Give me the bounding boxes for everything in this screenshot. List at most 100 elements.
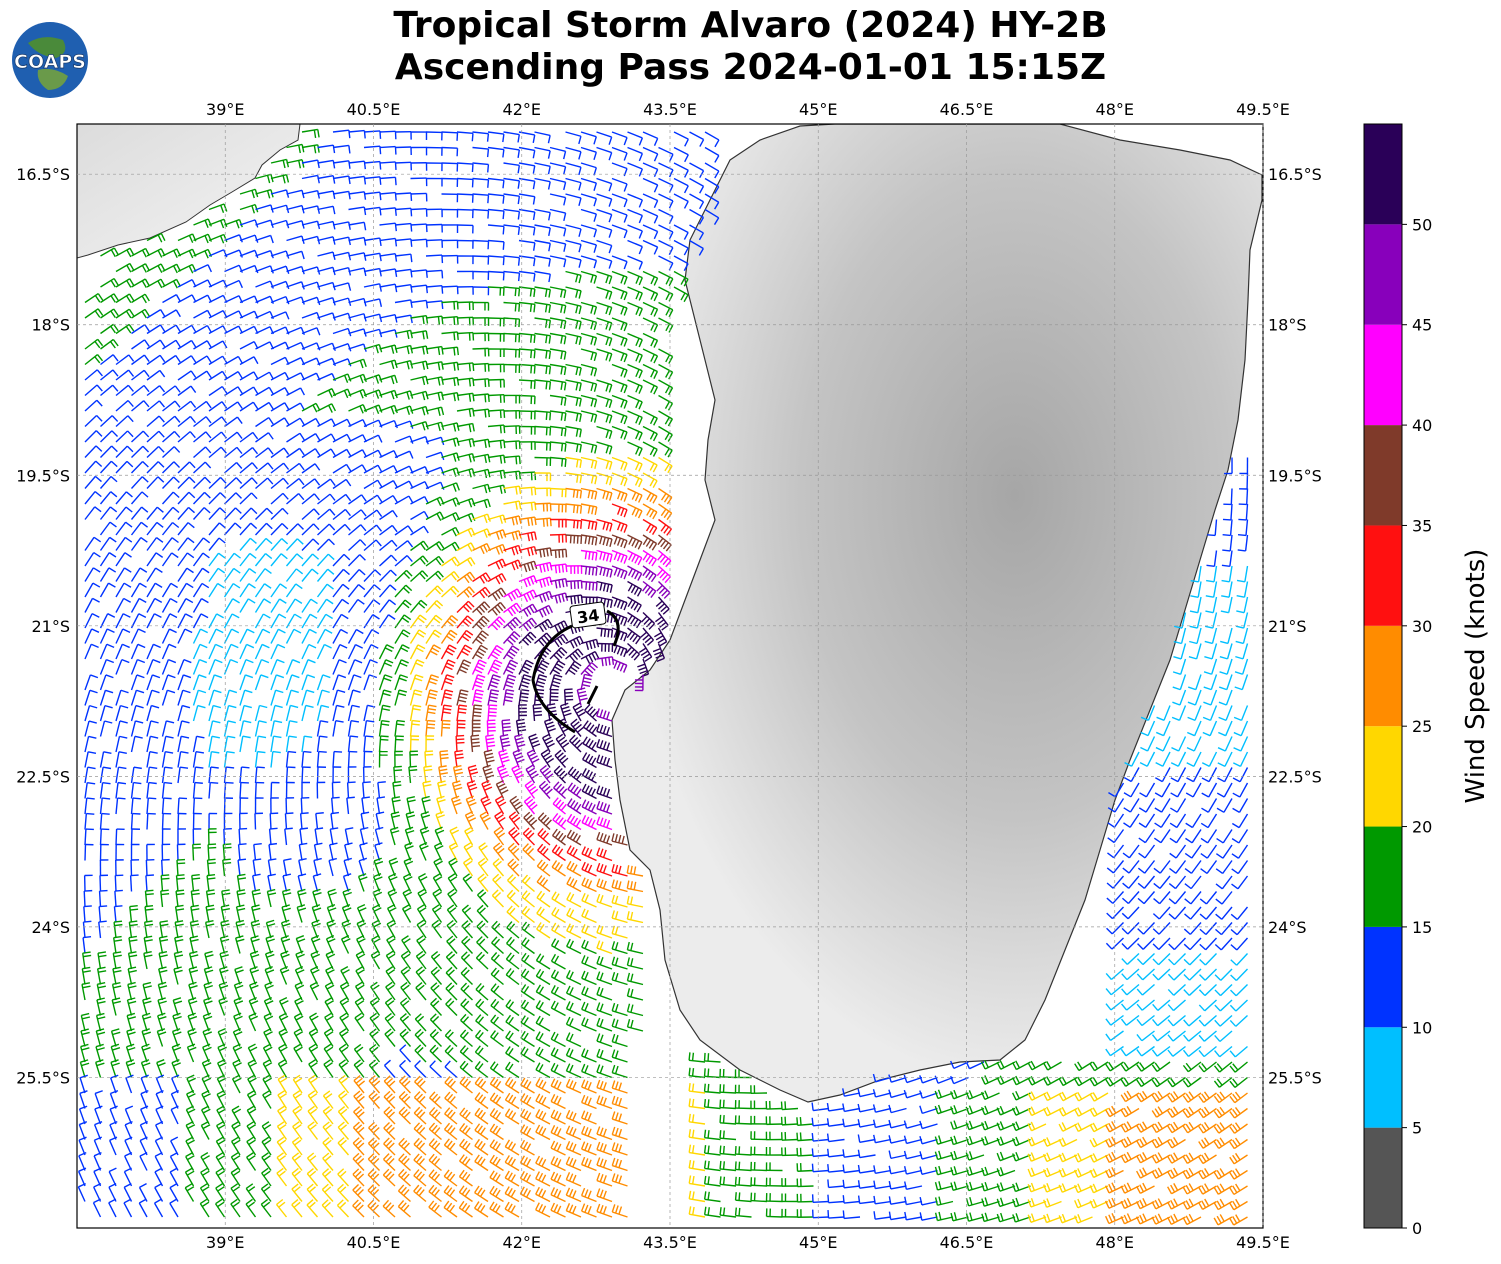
wind-barb xyxy=(549,425,567,437)
wind-barb xyxy=(580,270,598,284)
wind-barb xyxy=(394,329,413,340)
wind-barb xyxy=(286,462,305,474)
wind-barb xyxy=(208,385,228,397)
wind-barb xyxy=(565,239,582,253)
wind-barb xyxy=(146,445,165,459)
wind-barb xyxy=(301,417,321,428)
wind-barb xyxy=(348,221,367,231)
wind-barb xyxy=(146,369,166,381)
wind-barb xyxy=(317,175,336,184)
wind-barb xyxy=(162,446,181,459)
wind-barb xyxy=(208,416,228,428)
wind-barb xyxy=(193,324,212,335)
wind-barb xyxy=(627,379,643,394)
wind-barb xyxy=(580,131,597,145)
wind-barb xyxy=(472,453,491,464)
wind-barb xyxy=(487,193,505,204)
wind-barb xyxy=(487,454,506,464)
wind-barb xyxy=(518,224,536,236)
wind-barb xyxy=(689,224,704,241)
wind-barb xyxy=(162,415,181,428)
wind-barb xyxy=(487,270,505,281)
wind-barb xyxy=(270,295,290,305)
wind-barb xyxy=(193,340,212,350)
wind-barb xyxy=(518,410,536,420)
wind-barb xyxy=(487,286,505,296)
wind-barb xyxy=(255,462,274,474)
wind-barb xyxy=(627,410,643,426)
wind-barb xyxy=(627,255,643,270)
wind-barb xyxy=(255,386,274,397)
wind-barb xyxy=(177,339,197,350)
wind-barb xyxy=(193,416,212,428)
wind-barb xyxy=(596,425,613,440)
wind-barb xyxy=(100,323,119,335)
wind-barb xyxy=(131,400,150,412)
wind-barb xyxy=(270,280,290,290)
wind-barb xyxy=(131,339,150,350)
wind-barb xyxy=(487,378,505,388)
wind-barb xyxy=(162,400,181,412)
wind-barb xyxy=(131,369,150,381)
wind-barb xyxy=(658,348,674,364)
lon-tick-label-bottom: 42°E xyxy=(503,1233,541,1252)
wind-barb xyxy=(348,388,367,399)
wind-barb xyxy=(549,456,567,467)
wind-barb xyxy=(549,146,567,160)
wind-barb xyxy=(224,431,243,443)
wind-barb xyxy=(394,314,413,324)
wind-barb xyxy=(503,255,521,266)
colorbar-tick-label: 50 xyxy=(1412,215,1432,234)
wind-barb xyxy=(224,234,243,243)
wind-barb xyxy=(487,177,505,189)
wind-barb xyxy=(472,193,490,204)
lon-tick-label-top: 46.5°E xyxy=(940,100,994,119)
lat-tick-label-left: 19.5°S xyxy=(16,466,70,485)
wind-barb xyxy=(642,208,659,224)
wind-barb xyxy=(177,400,197,412)
wind-barb xyxy=(162,354,181,366)
wind-barb xyxy=(99,445,118,458)
wind-barb xyxy=(549,394,567,406)
wind-barb xyxy=(146,430,165,443)
wind-barb xyxy=(580,177,597,191)
wind-barb xyxy=(131,324,150,335)
wind-barb xyxy=(534,270,551,283)
wind-barb xyxy=(379,253,398,262)
wind-barb xyxy=(534,301,552,313)
wind-barb xyxy=(596,131,613,145)
wind-barb xyxy=(565,301,582,315)
wind-barb xyxy=(549,301,567,314)
wind-barb xyxy=(565,193,582,207)
wind-barb xyxy=(596,317,613,331)
wind-barb xyxy=(239,203,259,214)
colorbar-tick-label: 30 xyxy=(1412,617,1432,636)
wind-barb xyxy=(379,176,397,186)
wind-barb xyxy=(565,394,582,407)
wind-barb xyxy=(456,131,474,142)
colorbar-segment xyxy=(1364,224,1402,325)
wind-barb xyxy=(100,369,119,381)
wind-barb xyxy=(115,369,135,381)
wind-barb xyxy=(642,131,659,146)
lat-tick-label-left: 16.5°S xyxy=(16,165,70,184)
wind-barb xyxy=(425,162,443,172)
wind-barb xyxy=(84,338,104,350)
wind-barb xyxy=(580,239,598,253)
lon-tick-label-bottom: 43.5°E xyxy=(643,1233,697,1252)
wind-barb xyxy=(596,379,613,393)
wind-barb xyxy=(627,363,643,379)
wind-barb xyxy=(410,436,429,445)
wind-barb xyxy=(410,299,429,309)
wind-barb xyxy=(611,379,628,394)
lon-tick-label-bottom: 46.5°E xyxy=(940,1233,994,1252)
wind-barb xyxy=(131,308,150,319)
colorbar-segment xyxy=(1364,324,1402,426)
wind-barb xyxy=(84,445,103,458)
wind-barb xyxy=(332,144,351,154)
wind-barb xyxy=(472,146,490,158)
wind-barb xyxy=(146,400,165,412)
wind-barb xyxy=(580,441,598,454)
wind-barb xyxy=(224,461,243,474)
wind-barb xyxy=(503,193,521,205)
